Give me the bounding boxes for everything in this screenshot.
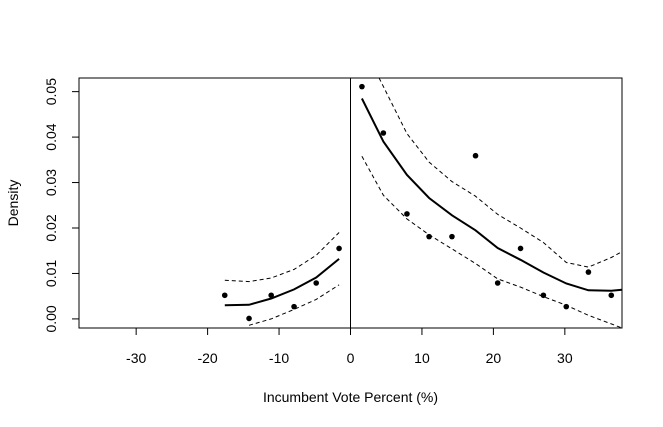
data-point	[608, 292, 615, 299]
x-tick-label: 0	[347, 350, 355, 366]
data-point	[221, 292, 228, 299]
y-tick-label: 0.00	[43, 305, 59, 332]
upper-band-line	[224, 232, 340, 283]
upper-band-line	[378, 78, 622, 268]
x-tick-label: 10	[414, 350, 430, 366]
data-point	[517, 245, 524, 252]
data-point	[426, 233, 432, 240]
y-tick-label: 0.05	[43, 78, 59, 105]
x-tick-label: -30	[126, 350, 146, 366]
lower-band-line	[248, 284, 340, 326]
data-point	[246, 315, 252, 322]
data-point	[268, 292, 274, 299]
data-point	[540, 292, 547, 299]
data-point	[291, 303, 297, 310]
plot-area	[221, 78, 622, 328]
fit-line	[224, 258, 340, 307]
data-point	[404, 211, 410, 217]
lower-band-line	[361, 155, 622, 328]
data-point	[449, 233, 455, 240]
data-point	[585, 269, 592, 275]
x-tick-label: -20	[197, 350, 217, 366]
data-point	[313, 280, 320, 286]
x-tick-label: -10	[269, 350, 289, 366]
data-point	[563, 303, 570, 310]
x-axis-title: Incumbent Vote Percent (%)	[263, 389, 438, 405]
x-tick-label: 20	[486, 350, 502, 366]
data-point	[380, 130, 387, 136]
data-point	[472, 152, 479, 159]
y-tick-label: 0.04	[43, 123, 59, 150]
data-point	[494, 280, 501, 286]
fit-line	[361, 98, 622, 292]
y-axis: 0.00 0.01 0.02 0.03 0.04 0.05	[43, 78, 79, 333]
y-tick-label: 0.02	[43, 214, 59, 241]
y-tick-label: 0.03	[43, 169, 59, 196]
y-tick-label: 0.01	[43, 260, 59, 287]
x-axis: -30 -20 -10 0 10 20 30	[126, 328, 573, 366]
data-point	[359, 83, 365, 90]
y-axis-title: Density	[5, 180, 21, 227]
data-point	[336, 245, 342, 252]
x-tick-label: 30	[557, 350, 573, 366]
